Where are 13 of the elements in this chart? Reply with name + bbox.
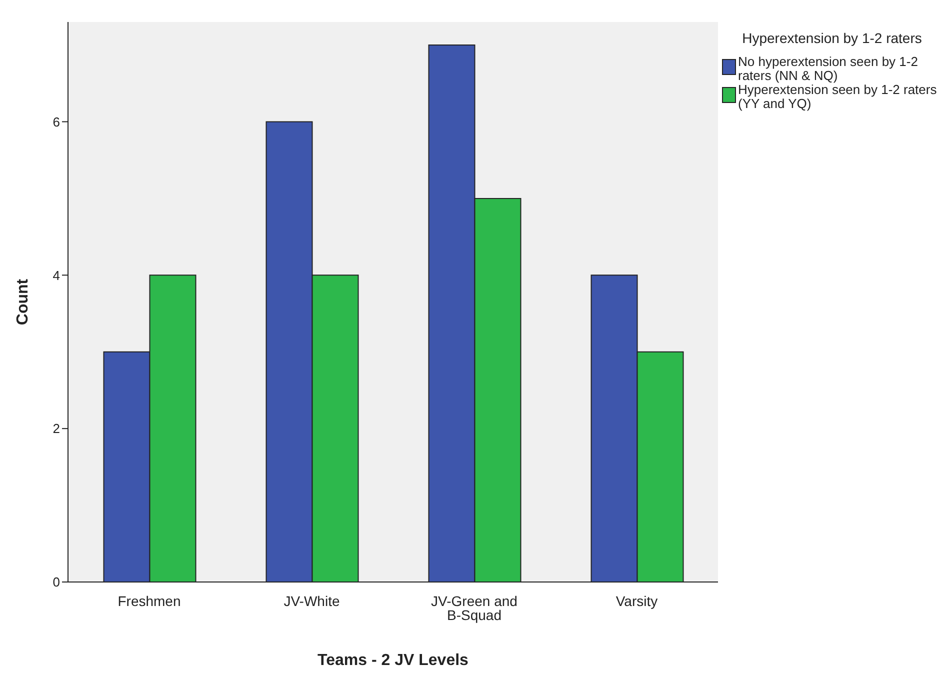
y-tick-label: 6 <box>52 114 60 130</box>
x-tick-label: JV-White <box>284 592 340 609</box>
x-tick-label: JV-Green and B-Squad <box>431 592 518 623</box>
legend-label: No hyperextension seen by 1-2 raters (NN & NQ) <box>738 54 919 83</box>
x-tick-label: Varsity <box>616 592 658 609</box>
x-axis-title: Teams - 2 JV Levels <box>318 652 469 669</box>
x-tick-label: Freshmen <box>118 592 181 609</box>
y-axis-title: Count <box>14 278 32 326</box>
legend-label: Hyperextension seen by 1-2 raters (YY and YQ) <box>738 82 938 111</box>
legend-title: Hyperextension by 1-2 raters <box>741 30 923 47</box>
y-tick-label: 0 <box>52 574 60 590</box>
y-tick-label: 4 <box>52 268 60 283</box>
y-tick-label: 2 <box>52 421 60 436</box>
